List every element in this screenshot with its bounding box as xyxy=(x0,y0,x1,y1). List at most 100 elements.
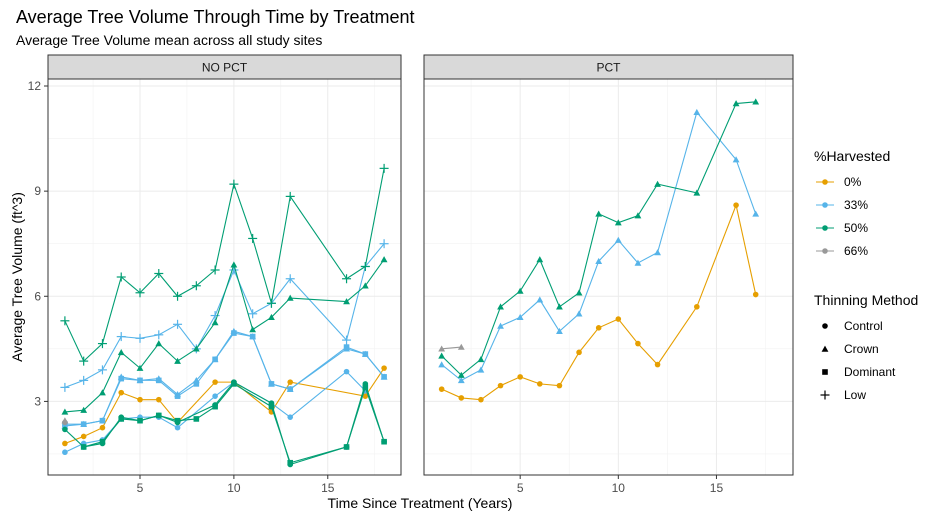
data-point xyxy=(287,379,294,385)
series-33pct-dominant xyxy=(62,330,387,427)
legend-key-point xyxy=(822,202,828,208)
series-50pct-crown xyxy=(61,256,388,415)
legend-item-method: Crown xyxy=(821,342,879,356)
data-point xyxy=(249,333,256,340)
data-point xyxy=(379,239,389,249)
data-point xyxy=(155,340,163,347)
facet-strip xyxy=(47,54,402,80)
data-point xyxy=(268,403,275,410)
data-point xyxy=(732,100,740,107)
data-point xyxy=(268,381,275,387)
data-point xyxy=(99,424,106,431)
x-tick-label: 5 xyxy=(517,481,524,495)
data-point xyxy=(732,156,740,163)
data-point xyxy=(174,424,181,431)
series-33pct-crown xyxy=(438,108,760,384)
data-point xyxy=(174,417,181,424)
x-tick-label: 15 xyxy=(710,481,724,495)
data-point xyxy=(249,326,257,333)
data-point xyxy=(212,379,218,385)
series-33pct-low xyxy=(60,239,389,392)
series-line xyxy=(64,243,385,388)
data-point xyxy=(694,303,700,310)
data-point xyxy=(99,438,106,445)
data-point xyxy=(457,343,465,350)
data-point xyxy=(343,344,350,350)
legend-key-shape xyxy=(822,323,828,329)
x-tick-label: 15 xyxy=(321,481,335,495)
data-point xyxy=(285,274,295,284)
data-point xyxy=(693,189,701,196)
data-point xyxy=(575,310,583,317)
data-point xyxy=(497,382,504,389)
data-point xyxy=(614,236,622,243)
series-0pct-control xyxy=(438,202,759,403)
data-point xyxy=(287,459,294,466)
data-point xyxy=(614,219,622,226)
series-50pct-dominant xyxy=(80,381,387,466)
panel-pct: PCT 5 10 15 xyxy=(423,54,794,495)
data-point xyxy=(155,377,162,384)
data-point xyxy=(60,382,70,392)
data-point xyxy=(379,163,389,173)
facet-strip xyxy=(423,54,794,80)
data-point xyxy=(595,257,603,264)
data-point xyxy=(248,233,258,243)
facet-strip-label: NO PCT xyxy=(202,61,248,75)
data-point xyxy=(615,316,622,322)
x-tick-label: 10 xyxy=(612,481,626,495)
data-point xyxy=(135,288,145,298)
y-axis-title: Average Tree Volume (ft^3) xyxy=(9,192,25,362)
series-50pct-crown xyxy=(438,98,760,378)
data-point xyxy=(212,393,218,399)
legend-item-method: Control xyxy=(822,319,883,333)
legend-key-shape xyxy=(820,390,830,400)
data-point xyxy=(478,396,484,403)
series-line xyxy=(64,168,385,363)
data-point xyxy=(212,356,218,363)
data-point xyxy=(286,294,294,301)
series-line xyxy=(83,383,385,464)
data-point xyxy=(362,393,369,399)
series-66pct-crown xyxy=(438,343,465,352)
legend-method-title: Thinning Method xyxy=(814,292,918,308)
data-point xyxy=(174,357,181,364)
data-point xyxy=(210,265,220,275)
data-point xyxy=(231,381,237,387)
legend-harvest-title: %Harvested xyxy=(814,148,890,164)
data-point xyxy=(248,309,258,319)
data-point xyxy=(634,212,642,219)
facet-strip-label: PCT xyxy=(597,61,622,75)
data-point xyxy=(556,382,563,389)
x-tick-label: 5 xyxy=(137,481,144,495)
data-point xyxy=(154,268,164,278)
plot-background xyxy=(48,79,401,475)
data-point xyxy=(210,311,220,321)
plot-background xyxy=(424,79,793,475)
data-point xyxy=(211,319,219,326)
data-point xyxy=(155,396,162,403)
data-point xyxy=(173,291,183,301)
data-point xyxy=(230,261,238,268)
data-point xyxy=(62,426,68,433)
data-point xyxy=(99,389,106,396)
data-point xyxy=(752,98,760,105)
data-point xyxy=(733,202,739,208)
legend-item-method: Dominant xyxy=(822,365,896,379)
data-point xyxy=(438,386,445,392)
data-point xyxy=(97,365,107,375)
data-point xyxy=(360,261,370,271)
data-point xyxy=(595,210,603,217)
data-point xyxy=(556,303,563,310)
legend-item-method: Low xyxy=(820,388,866,402)
data-point xyxy=(556,327,563,335)
data-point xyxy=(212,403,218,410)
data-point xyxy=(136,364,144,371)
data-point xyxy=(80,406,88,413)
legend-key-shape xyxy=(822,369,828,375)
y-tick-label: 3 xyxy=(34,394,41,408)
y-tick-label: 12 xyxy=(28,79,42,93)
data-point xyxy=(97,339,107,349)
data-point xyxy=(137,417,143,424)
legend: %Harvested 0% 33% 50% 66% Thinning Method Cont… xyxy=(814,148,918,402)
